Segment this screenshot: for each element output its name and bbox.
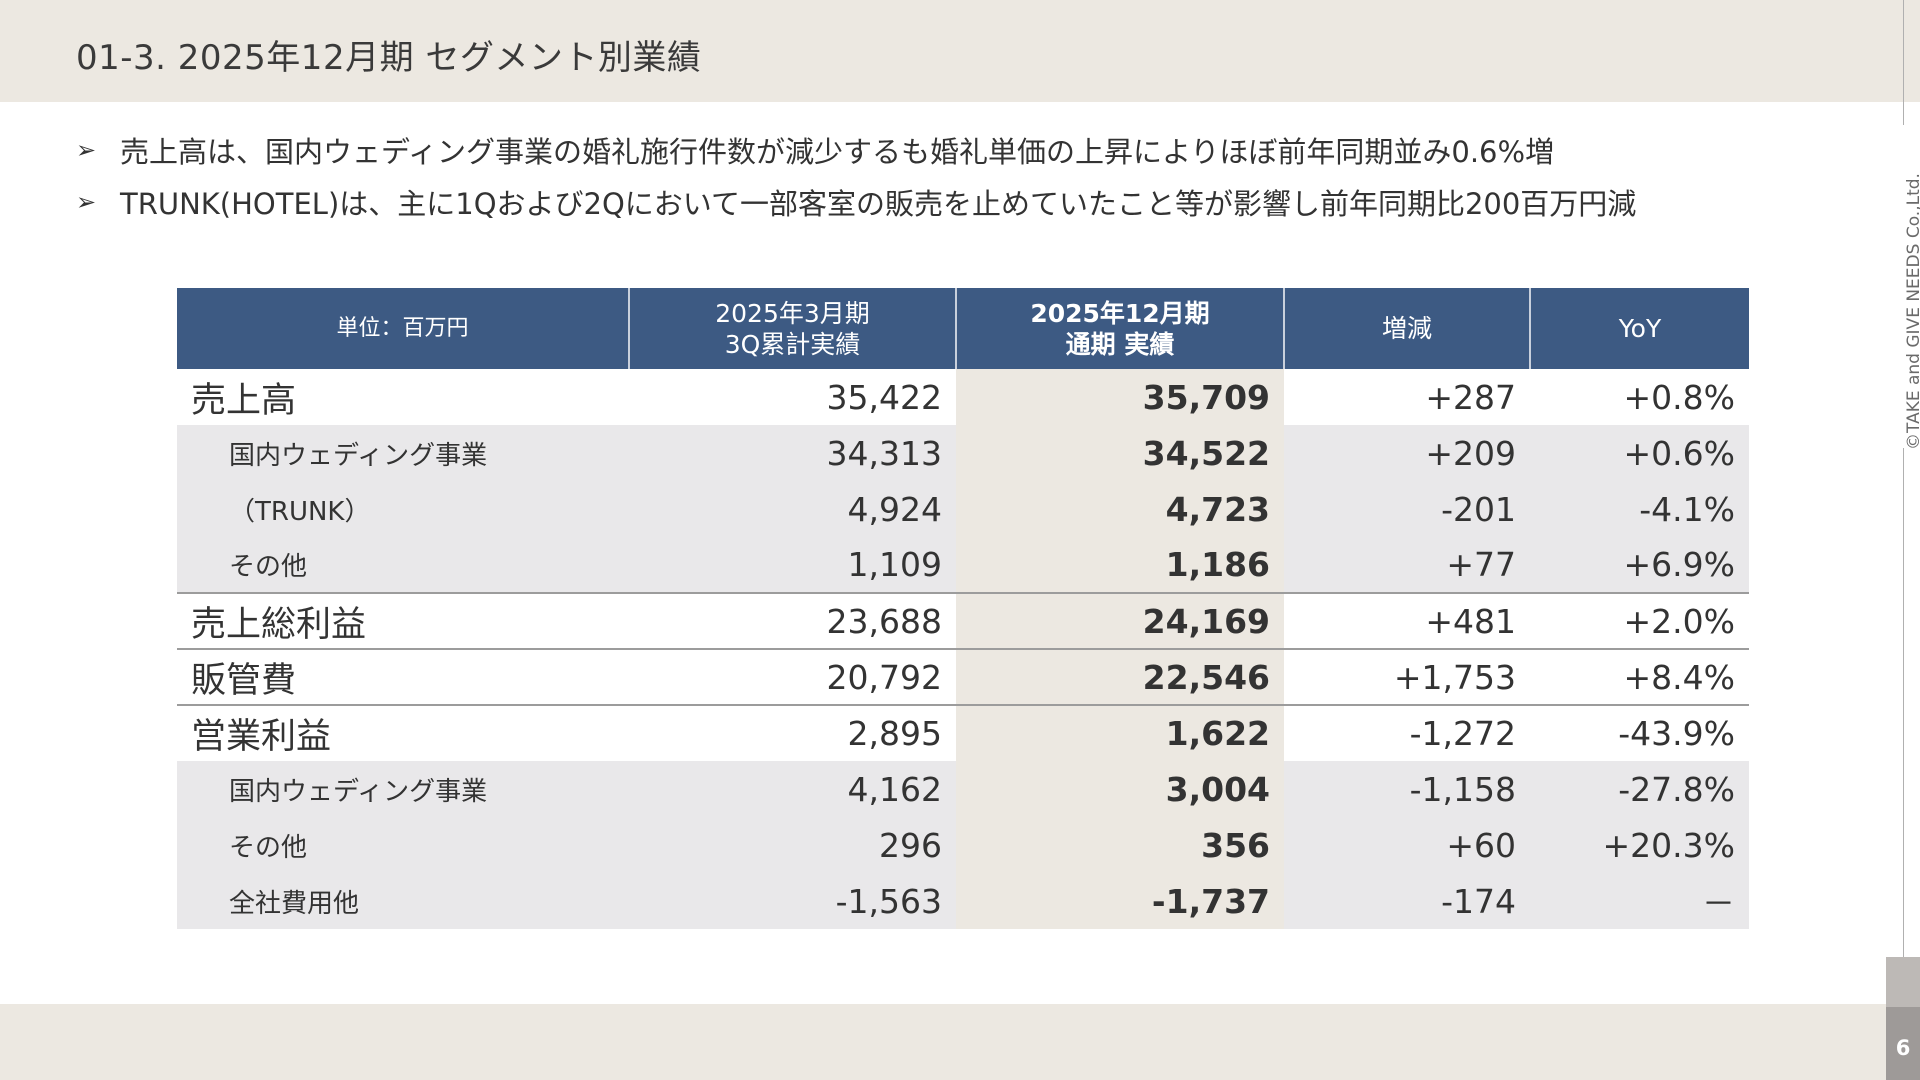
page-title: 01-3. 2025年12月期 セグメント別業績 bbox=[76, 38, 702, 78]
current-period-header: 2025年12月期 通期 実績 bbox=[956, 288, 1285, 369]
table-row: 売上総利益 23,688 24,169 +481 +2.0% bbox=[177, 592, 1749, 649]
row-label: （TRUNK） bbox=[177, 481, 629, 537]
prev-period-header-line1: 2025年3月期 bbox=[715, 298, 870, 328]
side-divider-line bbox=[1903, 448, 1904, 958]
row-label: 営業利益 bbox=[177, 704, 629, 761]
yoy-value: -27.8% bbox=[1530, 761, 1749, 817]
table-row: その他 1,109 1,186 +77 +6.9% bbox=[177, 537, 1749, 593]
table-row: 全社費用他 -1,563 -1,737 -174 － bbox=[177, 873, 1749, 929]
prev-value: 23,688 bbox=[629, 592, 956, 649]
table-row: 販管費 20,792 22,546 +1,753 +8.4% bbox=[177, 648, 1749, 705]
prev-value: -1,563 bbox=[629, 873, 956, 929]
prev-value: 35,422 bbox=[629, 369, 956, 425]
current-value: 356 bbox=[956, 817, 1284, 873]
page-number: 6 bbox=[1895, 1036, 1911, 1060]
prev-value: 20,792 bbox=[629, 648, 956, 705]
current-value: 35,709 bbox=[956, 369, 1284, 425]
copyright-note: ©TAKE and GIVE NEEDS Co.,Ltd. bbox=[1904, 173, 1920, 450]
table-row: 国内ウェディング事業 4,162 3,004 -1,158 -27.8% bbox=[177, 761, 1749, 817]
yoy-value: +0.6% bbox=[1530, 425, 1749, 481]
current-period-header-line1: 2025年12月期 bbox=[1030, 298, 1210, 328]
yoy-value: +6.9% bbox=[1530, 537, 1749, 593]
bullet-item: ➢ TRUNK(HOTEL)は、主に1Qおよび2Qにおいて一部客室の販売を止めて… bbox=[76, 176, 1836, 228]
change-value: +481 bbox=[1284, 592, 1530, 649]
yoy-value: -43.9% bbox=[1530, 704, 1749, 761]
current-period-header-line2: 通期 実績 bbox=[1065, 329, 1175, 359]
header-band bbox=[0, 0, 1920, 102]
change-value: -201 bbox=[1284, 481, 1530, 537]
row-label: 国内ウェディング事業 bbox=[177, 425, 629, 481]
bullet-text: TRUNK(HOTEL)は、主に1Qおよび2Qにおいて一部客室の販売を止めていた… bbox=[120, 187, 1637, 221]
table-row: 営業利益 2,895 1,622 -1,272 -43.9% bbox=[177, 704, 1749, 761]
change-value: -174 bbox=[1284, 873, 1530, 929]
current-value: 1,622 bbox=[956, 704, 1284, 761]
bullet-item: ➢ 売上高は、国内ウェディング事業の婚礼施行件数が減少するも婚礼単価の上昇により… bbox=[76, 124, 1836, 176]
arrow-bullet-icon: ➢ bbox=[76, 136, 97, 164]
yoy-header: YoY bbox=[1530, 288, 1749, 369]
current-value: 34,522 bbox=[956, 425, 1284, 481]
prev-period-header-line2: 3Q累計実績 bbox=[724, 329, 861, 359]
prev-value: 296 bbox=[629, 817, 956, 873]
table-row: 売上高 35,422 35,709 +287 +0.8% bbox=[177, 369, 1749, 425]
change-value: -1,158 bbox=[1284, 761, 1530, 817]
segment-results-table: 単位：百万円 2025年3月期 3Q累計実績 2025年12月期 通期 実績 増… bbox=[177, 288, 1749, 929]
change-value: +77 bbox=[1284, 537, 1530, 593]
table-row: 国内ウェディング事業 34,313 34,522 +209 +0.6% bbox=[177, 425, 1749, 481]
row-label: 全社費用他 bbox=[177, 873, 629, 929]
bullet-text: 売上高は、国内ウェディング事業の婚礼施行件数が減少するも婚礼単価の上昇によりほぼ… bbox=[120, 135, 1555, 169]
summary-bullets: ➢ 売上高は、国内ウェディング事業の婚礼施行件数が減少するも婚礼単価の上昇により… bbox=[76, 124, 1836, 228]
row-label: 国内ウェディング事業 bbox=[177, 761, 629, 817]
current-value: 24,169 bbox=[956, 592, 1284, 649]
row-label: 販管費 bbox=[177, 648, 629, 705]
change-value: -1,272 bbox=[1284, 704, 1530, 761]
change-value: +287 bbox=[1284, 369, 1530, 425]
current-value: 3,004 bbox=[956, 761, 1284, 817]
arrow-bullet-icon: ➢ bbox=[76, 188, 97, 216]
prev-value: 2,895 bbox=[629, 704, 956, 761]
change-value: +60 bbox=[1284, 817, 1530, 873]
table-header-row: 単位：百万円 2025年3月期 3Q累計実績 2025年12月期 通期 実績 増… bbox=[177, 288, 1749, 369]
current-value: 1,186 bbox=[956, 537, 1284, 593]
side-divider-line bbox=[1903, 0, 1904, 125]
current-value: 22,546 bbox=[956, 648, 1284, 705]
row-label: 売上高 bbox=[177, 369, 629, 425]
page-number-tab-accent bbox=[1886, 957, 1920, 1007]
prev-value: 4,162 bbox=[629, 761, 956, 817]
prev-period-header: 2025年3月期 3Q累計実績 bbox=[629, 288, 957, 369]
yoy-value: +8.4% bbox=[1530, 648, 1749, 705]
table-row: その他 296 356 +60 +20.3% bbox=[177, 817, 1749, 873]
table-row: （TRUNK） 4,924 4,723 -201 -4.1% bbox=[177, 481, 1749, 537]
current-value: 4,723 bbox=[956, 481, 1284, 537]
row-label: その他 bbox=[177, 817, 629, 873]
prev-value: 1,109 bbox=[629, 537, 956, 593]
yoy-value: +2.0% bbox=[1530, 592, 1749, 649]
row-label: 売上総利益 bbox=[177, 592, 629, 649]
prev-value: 4,924 bbox=[629, 481, 956, 537]
yoy-value: － bbox=[1530, 873, 1749, 929]
unit-header: 単位：百万円 bbox=[177, 288, 630, 369]
change-value: +1,753 bbox=[1284, 648, 1530, 705]
prev-value: 34,313 bbox=[629, 425, 956, 481]
footer-band bbox=[0, 1004, 1920, 1080]
change-header: 増減 bbox=[1284, 288, 1531, 369]
yoy-value: +0.8% bbox=[1530, 369, 1749, 425]
row-label: その他 bbox=[177, 537, 629, 593]
yoy-value: +20.3% bbox=[1530, 817, 1749, 873]
change-value: +209 bbox=[1284, 425, 1530, 481]
yoy-value: -4.1% bbox=[1530, 481, 1749, 537]
current-value: -1,737 bbox=[956, 873, 1284, 929]
